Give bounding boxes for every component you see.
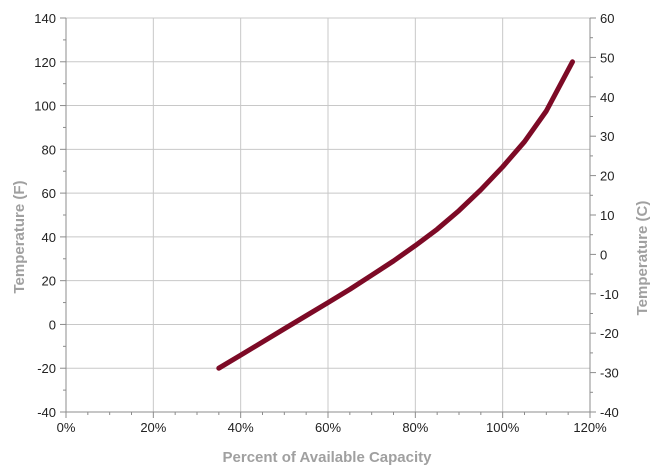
y2-tick-label: 40	[600, 90, 614, 105]
x-tick-label: 0%	[57, 420, 76, 435]
x-axis-ticks: 0% 20% 40% 60% 80% 100% 120%	[57, 412, 607, 435]
y-axis-title: Temperature (F)	[11, 180, 28, 293]
series-layer	[216, 59, 575, 371]
y2-axis-title: Temperature (C)	[634, 201, 651, 316]
y2-tick-label: 0	[600, 247, 607, 262]
y-tick-label: 0	[49, 317, 56, 332]
x-axis-title: Percent of Available Capacity	[223, 449, 433, 465]
y-tick-label: 60	[42, 186, 56, 201]
y-tick-label: 140	[34, 11, 56, 26]
y2-tick-label: -40	[600, 405, 619, 420]
x-tick-label: 60%	[315, 420, 341, 435]
y2-tick-label: 10	[600, 208, 614, 223]
y2-tick-label: 30	[600, 129, 614, 144]
x-tick-label: 100%	[486, 420, 520, 435]
series-line	[216, 59, 575, 371]
y2-tick-label: 60	[600, 11, 614, 26]
y-tick-label: 80	[42, 142, 56, 157]
y-tick-label: 40	[42, 230, 56, 245]
y-axis-ticks: -40 -20 0 20 40 60 80 100 120 140	[34, 11, 66, 420]
y-tick-label: -40	[37, 405, 56, 420]
x-tick-label: 40%	[228, 420, 254, 435]
x-tick-label: 20%	[140, 420, 166, 435]
y-tick-label: 120	[34, 55, 56, 70]
y-tick-label: 100	[34, 99, 56, 114]
y2-tick-label: 20	[600, 169, 614, 184]
y2-tick-label: -10	[600, 287, 619, 302]
y2-tick-label: -30	[600, 366, 619, 381]
y-tick-label: -20	[37, 361, 56, 376]
x-tick-label: 120%	[573, 420, 607, 435]
y2-axis-ticks: -40 -30 -20 -10 0 10 20 30 40 50 60	[590, 11, 619, 420]
y-tick-label: 20	[42, 274, 56, 289]
y2-tick-label: 50	[600, 50, 614, 65]
x-tick-label: 80%	[402, 420, 428, 435]
y2-tick-label: -20	[600, 326, 619, 341]
grid	[66, 17, 591, 412]
